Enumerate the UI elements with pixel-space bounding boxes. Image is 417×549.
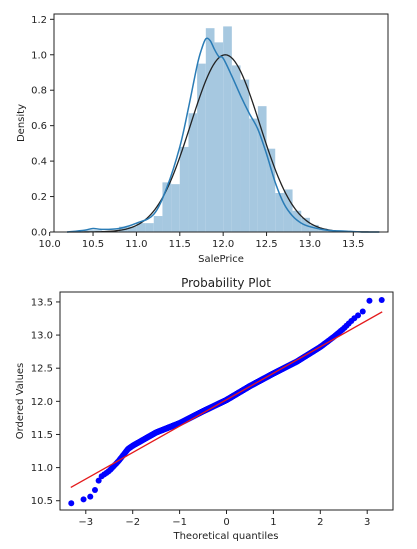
probability-points xyxy=(68,296,385,507)
probability-y-label: Ordered Values xyxy=(15,363,26,440)
probability-fit-line xyxy=(70,311,383,489)
probability-y-tick-label: 10.5 xyxy=(31,496,53,507)
histogram-bar xyxy=(127,226,137,232)
probability-x-tick-label: 3 xyxy=(364,517,370,528)
histogram-bar xyxy=(223,26,232,232)
histogram-y-label: Density xyxy=(16,104,27,142)
histogram-y-tick-label: 0.6 xyxy=(31,121,47,132)
probability-point xyxy=(359,308,366,315)
probability-point xyxy=(68,500,75,507)
probability-point xyxy=(91,486,98,493)
probability-x-tick-label: −1 xyxy=(172,517,187,528)
probability-x-ticks: −3 −2 −1 0 1 2 3 xyxy=(78,510,370,528)
probability-plot-title: Probability Plot xyxy=(181,276,271,290)
histogram-bar xyxy=(266,148,276,232)
histogram-bar xyxy=(275,193,284,232)
histogram-x-ticks: 10.0 10.5 11.0 11.5 12.0 12.5 13.0 13.5 xyxy=(39,232,364,250)
histogram-chart: 10.0 10.5 11.0 11.5 12.0 12.5 13.0 13.5 0.00.20… xyxy=(16,13,389,265)
histogram-x-tick-label: 13.5 xyxy=(342,239,364,250)
probability-plot: Probability Plot −3 −2 −1 0 1 2 3 10.5 11.0 11.5… xyxy=(15,276,394,542)
histogram-bar xyxy=(197,63,206,233)
probability-point xyxy=(355,312,362,319)
probability-x-tick-label: 1 xyxy=(270,517,276,528)
histogram-bar xyxy=(214,42,224,232)
histogram-bar xyxy=(205,28,215,232)
probability-y-tick-label: 13.5 xyxy=(31,297,53,308)
histogram-y-tick-label: 0.4 xyxy=(31,157,47,168)
histogram-y-tick-label: 1.2 xyxy=(31,15,47,26)
probability-point xyxy=(366,297,373,304)
probability-y-tick-label: 11.5 xyxy=(31,430,53,441)
histogram-x-tick-label: 11.0 xyxy=(125,239,147,250)
kde-curve xyxy=(66,37,380,233)
probability-y-tick-label: 12.5 xyxy=(31,364,53,375)
histogram-bar xyxy=(188,113,198,232)
histogram-bar xyxy=(145,223,154,232)
histogram-x-tick-label: 11.5 xyxy=(169,239,191,250)
histogram-bar xyxy=(136,223,146,232)
histogram-bar xyxy=(93,230,102,232)
probability-x-tick-label: 2 xyxy=(317,517,323,528)
probability-x-tick-label: −3 xyxy=(78,517,93,528)
histogram-x-tick-label: 13.0 xyxy=(299,239,321,250)
histogram-bar xyxy=(257,106,267,232)
histogram-y-tick-label: 0.8 xyxy=(31,86,47,97)
probability-y-tick-label: 12.0 xyxy=(31,397,53,408)
histogram-bar xyxy=(231,65,241,232)
histogram-bar xyxy=(240,79,250,232)
probability-x-tick-label: −2 xyxy=(125,517,140,528)
histogram-x-tick-label: 10.0 xyxy=(39,239,61,250)
histogram-bar xyxy=(153,216,163,232)
histogram-bar xyxy=(179,146,189,232)
probability-x-tick-label: 0 xyxy=(223,517,229,528)
probability-y-tick-label: 13.0 xyxy=(31,331,53,342)
histogram-bar xyxy=(84,230,94,232)
probability-y-ticks: 10.5 11.0 11.5 12.0 12.5 13.0 13.5 xyxy=(31,297,60,507)
probability-point xyxy=(378,296,385,303)
histogram-x-label: SalePrice xyxy=(198,254,244,265)
histogram-y-tick-label: 0.2 xyxy=(31,192,47,203)
probability-y-tick-label: 11.0 xyxy=(31,463,53,474)
histogram-bars xyxy=(84,26,354,233)
probability-point xyxy=(95,477,102,484)
histogram-y-ticks: 0.0 0.2 0.4 0.6 0.8 1.0 1.2 xyxy=(31,15,54,239)
histogram-plot-frame xyxy=(53,13,389,233)
probability-point xyxy=(87,493,94,500)
histogram-y-tick-label: 1.0 xyxy=(31,50,47,61)
probability-point xyxy=(80,496,87,503)
probability-x-label: Theoretical quantiles xyxy=(172,531,278,542)
histogram-x-tick-label: 10.5 xyxy=(82,239,104,250)
histogram-bar xyxy=(249,118,258,232)
histogram-bar xyxy=(162,182,172,232)
histogram-bar xyxy=(171,184,180,232)
histogram-y-tick-label: 0.0 xyxy=(31,228,47,239)
histogram-bar xyxy=(292,210,302,232)
histogram-x-tick-label: 12.0 xyxy=(212,239,234,250)
histogram-x-tick-label: 12.5 xyxy=(255,239,277,250)
